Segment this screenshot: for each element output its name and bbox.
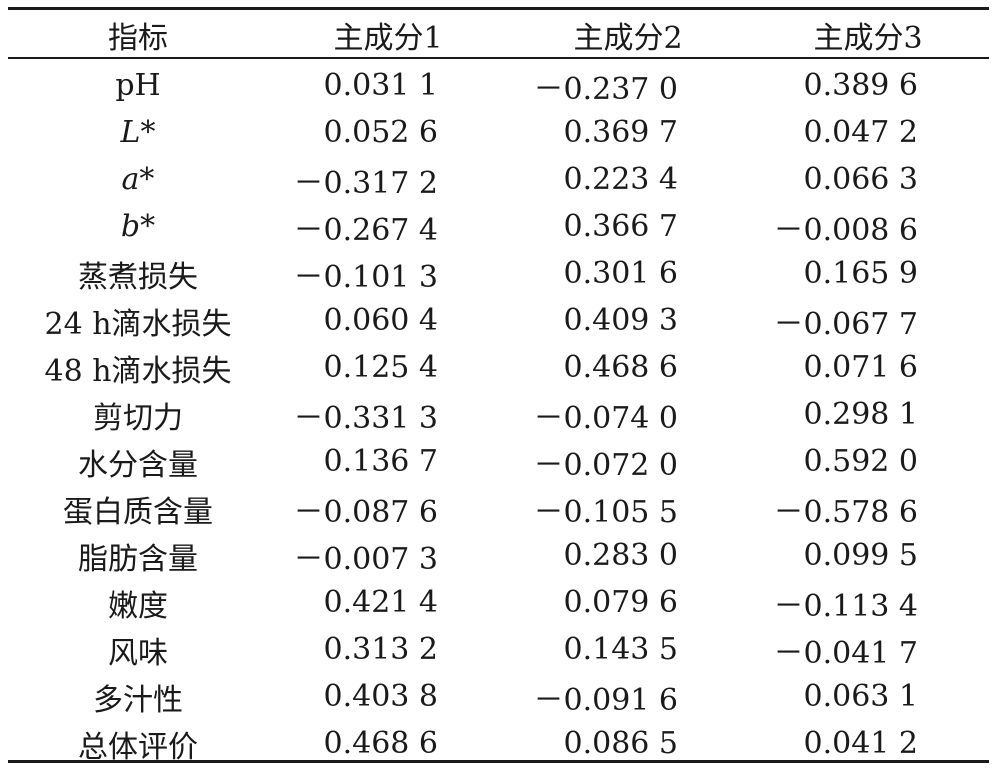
header-pc2: 主成分2 (573, 21, 683, 56)
value-pc2: －0.105 5 (533, 494, 678, 530)
table-row: 24 h滴水损失 0.060 4 0.409 3 －0.067 7 (8, 297, 989, 344)
loading-table: 指标 主成分1 主成分2 主成分3 pH 0.031 1 －0.237 0 0.389… (8, 7, 989, 766)
value-pc1: －0.317 2 (293, 165, 438, 201)
table-row: 脂肪含量 －0.007 3 0.283 0 0.099 5 (8, 532, 989, 579)
table-row: 剪切力 －0.331 3 －0.074 0 0.298 1 (8, 391, 989, 438)
header-indicator: 指标 (108, 21, 168, 56)
value-pc1: 0.060 4 (323, 303, 438, 338)
row-label: 嫩度 (108, 588, 168, 624)
value-pc1: 0.468 6 (323, 726, 438, 761)
value-pc1: －0.007 3 (293, 541, 438, 577)
row-label: 多汁性 (93, 682, 183, 718)
value-pc3: －0.578 6 (773, 494, 918, 530)
table-row: 多汁性 0.403 8 －0.091 6 0.063 1 (8, 673, 989, 720)
value-pc3: 0.165 9 (803, 256, 918, 291)
row-label: 总体评价 (78, 729, 198, 765)
table-row: 总体评价 0.468 6 0.086 5 0.041 2 (8, 720, 989, 767)
value-pc2: －0.091 6 (533, 682, 678, 718)
table-row: 嫩度 0.421 4 0.079 6 －0.113 4 (8, 579, 989, 626)
table-row: b* －0.267 4 0.366 7 －0.008 6 (8, 203, 989, 250)
value-pc3: －0.041 7 (773, 635, 918, 671)
bottom-rule (8, 760, 989, 763)
value-pc2: 0.301 6 (563, 256, 678, 291)
table-row: L* 0.052 6 0.369 7 0.047 2 (8, 109, 989, 156)
value-pc1: 0.031 1 (323, 68, 438, 103)
value-pc2: 0.223 4 (563, 162, 678, 197)
value-pc2: 0.468 6 (563, 350, 678, 385)
value-pc2: －0.074 0 (533, 400, 678, 436)
value-pc2: 0.283 0 (563, 538, 678, 573)
row-label: 24 h滴水损失 (44, 306, 232, 342)
value-pc3: 0.071 6 (803, 350, 918, 385)
value-pc1: 0.136 7 (323, 444, 438, 479)
value-pc1: －0.087 6 (293, 494, 438, 530)
row-label: 蒸煮损失 (78, 259, 198, 295)
row-label: 蛋白质含量 (63, 494, 213, 530)
value-pc2: 0.366 7 (563, 209, 678, 244)
row-label: b* (120, 209, 156, 244)
value-pc1: 0.125 4 (323, 350, 438, 385)
value-pc1: －0.267 4 (293, 212, 438, 248)
row-label: 风味 (108, 635, 168, 671)
table-row: pH 0.031 1 －0.237 0 0.389 6 (8, 62, 989, 109)
table-row: 蛋白质含量 －0.087 6 －0.105 5 －0.578 6 (8, 485, 989, 532)
value-pc3: 0.041 2 (803, 726, 918, 761)
row-label: L* (120, 115, 156, 150)
value-pc1: 0.052 6 (323, 115, 438, 150)
value-pc3: 0.298 1 (803, 397, 918, 432)
row-label: 脂肪含量 (78, 541, 198, 577)
value-pc1: 0.421 4 (323, 585, 438, 620)
row-label: pH (115, 68, 161, 103)
value-pc3: 0.099 5 (803, 538, 918, 573)
value-pc3: －0.008 6 (773, 212, 918, 248)
value-pc2: －0.072 0 (533, 447, 678, 483)
row-label: 48 h滴水损失 (44, 353, 232, 389)
table-row: 风味 0.313 2 0.143 5 －0.041 7 (8, 626, 989, 673)
value-pc2: 0.079 6 (563, 585, 678, 620)
value-pc1: －0.101 3 (293, 259, 438, 295)
value-pc1: －0.331 3 (293, 400, 438, 436)
value-pc2: 0.409 3 (563, 303, 678, 338)
table-row: a* －0.317 2 0.223 4 0.066 3 (8, 156, 989, 203)
header-rule (8, 57, 989, 59)
value-pc2: 0.086 5 (563, 726, 678, 761)
value-pc3: 0.047 2 (803, 115, 918, 150)
value-pc2: 0.143 5 (563, 632, 678, 667)
header-pc3: 主成分3 (813, 21, 923, 56)
value-pc2: －0.237 0 (533, 71, 678, 107)
value-pc2: 0.369 7 (563, 115, 678, 150)
top-rule (8, 7, 989, 10)
table-row: 水分含量 0.136 7 －0.072 0 0.592 0 (8, 438, 989, 485)
value-pc1: 0.313 2 (323, 632, 438, 667)
value-pc1: 0.403 8 (323, 679, 438, 714)
table-row: 蒸煮损失 －0.101 3 0.301 6 0.165 9 (8, 250, 989, 297)
table-row: 48 h滴水损失 0.125 4 0.468 6 0.071 6 (8, 344, 989, 391)
row-label: 剪切力 (93, 400, 183, 436)
row-label: 水分含量 (78, 447, 198, 483)
value-pc3: 0.063 1 (803, 679, 918, 714)
header-row: 指标 主成分1 主成分2 主成分3 (8, 13, 989, 57)
value-pc3: 0.066 3 (803, 162, 918, 197)
row-label: a* (121, 162, 155, 197)
value-pc3: －0.067 7 (773, 306, 918, 342)
value-pc3: 0.389 6 (803, 68, 918, 103)
value-pc3: 0.592 0 (803, 444, 918, 479)
value-pc3: －0.113 4 (773, 588, 918, 624)
header-pc1: 主成分1 (333, 21, 443, 56)
